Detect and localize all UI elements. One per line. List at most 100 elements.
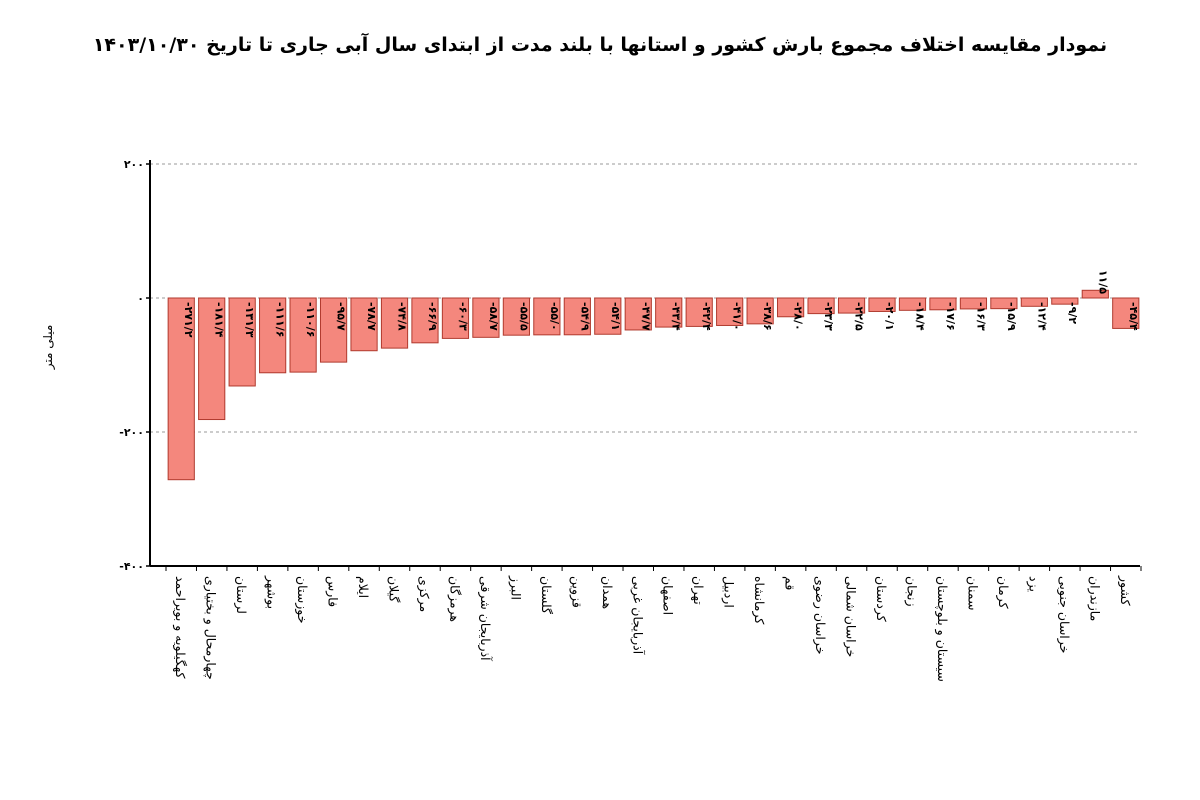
- category-label: چهارمحال و بختیاری: [203, 576, 219, 680]
- category-label: همدان: [600, 576, 615, 609]
- x-ticks: [165, 566, 1142, 571]
- bar: [380, 297, 409, 349]
- category-label: کردستان: [873, 576, 889, 622]
- value-label: -۲۰/۱: [883, 302, 896, 331]
- bar: [228, 297, 256, 387]
- y-ticks: ۲۰۰ ۰ -۲۰۰ -۴۰۰: [119, 158, 150, 573]
- category-label: خراسان رضوی: [812, 576, 828, 654]
- value-label: -۴۷/۷: [639, 302, 652, 331]
- category-label: سیستان و بلوچستان: [934, 576, 950, 682]
- value-label: -۱۵/۹: [1005, 302, 1018, 331]
- category-label: البرز: [507, 575, 523, 600]
- value-label: -۹/۲: [1066, 302, 1079, 324]
- category-label: مازندران: [1086, 576, 1102, 621]
- category-label: یزد: [1025, 576, 1041, 592]
- bar: [1112, 297, 1140, 329]
- bar: [441, 297, 470, 339]
- y-tick-label: ۲۰۰: [124, 158, 144, 171]
- category-label: کشور: [1117, 575, 1133, 606]
- category-label: گلستان: [539, 576, 554, 614]
- value-label: -۵۸/۷: [487, 302, 500, 331]
- value-label: -۵۵/۰: [548, 302, 561, 331]
- bar: [350, 297, 378, 352]
- category-label: خراسان شمالی: [843, 576, 859, 657]
- bar: [898, 297, 927, 311]
- bar: [319, 297, 348, 363]
- value-label: -۱۱۰/۶: [304, 302, 317, 337]
- value-label: -۵۵/۵: [517, 302, 530, 331]
- bar: [472, 297, 500, 338]
- bar: [716, 297, 744, 326]
- value-label: -۴۱/۰: [731, 302, 744, 331]
- bar: [289, 297, 317, 373]
- value-labels: -۲۷۱/۲ -۱۸۱/۴ -۱۳۱/۳ -۱۱۱/۶ -۱۱۰/۶ -۹۵/۷ -۷۸/۷…: [182, 270, 1140, 338]
- bar: [746, 297, 774, 325]
- chart-title: نمودار مقایسه اختلاف مجموع بارش کشور و ا…: [92, 34, 1108, 56]
- category-label: اردبیل: [721, 576, 737, 608]
- bar: [1081, 289, 1109, 299]
- value-label: -۱۳۱/۳: [243, 302, 256, 338]
- category-label: مرکزی: [416, 576, 432, 612]
- bar: [411, 297, 439, 344]
- value-label: -۷۸/۷: [365, 302, 378, 331]
- value-label: -۶۰/۳: [456, 302, 469, 331]
- value-label: -۲۲/۵: [853, 302, 866, 331]
- value-label: -۴۲/۴: [700, 302, 713, 331]
- value-label: -۱۸۱/۴: [213, 302, 226, 338]
- bar: [868, 297, 896, 312]
- value-label: -۹۵/۷: [335, 302, 348, 331]
- y-tick-label: -۲۰۰: [119, 426, 144, 439]
- value-label: -۴۳/۴: [670, 302, 683, 331]
- bar: [990, 297, 1018, 310]
- category-label: کهگیلویه و بویراحمد: [172, 576, 188, 678]
- category-label: گیلان: [387, 576, 402, 602]
- bar: [777, 297, 805, 318]
- category-label: قزوین: [568, 576, 584, 608]
- bar: [259, 297, 287, 374]
- bar: [502, 297, 530, 336]
- category-label: کرمان: [995, 576, 1011, 609]
- bar: [959, 297, 988, 310]
- bar: [837, 297, 866, 314]
- category-label: هرمزگان: [446, 576, 462, 622]
- category-label: خراسان جنوبی: [1056, 576, 1072, 653]
- category-label: بوشهر: [264, 575, 280, 609]
- value-label: -۲۷۱/۲: [182, 302, 195, 338]
- category-label: قم: [782, 576, 798, 590]
- category-label: آذربایجان غربی: [629, 576, 645, 655]
- category-label: زنجان: [903, 576, 919, 607]
- value-label: -۱۲/۴: [1035, 302, 1048, 331]
- category-label: لرستان: [233, 576, 249, 614]
- value-label: -۴۵/۴: [1127, 302, 1140, 331]
- value-label: -۵۴/۹: [578, 302, 591, 331]
- category-label: خوزستان: [294, 576, 310, 623]
- category-label: سمنان: [965, 576, 980, 610]
- value-label: -۱۸/۴: [913, 302, 926, 331]
- bar: [198, 297, 226, 421]
- bar: [1051, 297, 1079, 305]
- y-tick-label: ۰: [137, 292, 144, 305]
- category-label: تهران: [690, 576, 706, 605]
- bar: [929, 297, 957, 311]
- value-label: -۲۸/۰: [792, 302, 805, 331]
- axes: [149, 160, 1140, 567]
- value-label: -۲۳/۳: [822, 302, 835, 331]
- category-label: ایلام: [356, 576, 371, 598]
- value-label: -۱۶/۳: [974, 302, 987, 331]
- bars: [167, 289, 1140, 481]
- bar: [167, 297, 195, 481]
- bar: [594, 297, 622, 335]
- category-labels: کهگیلویه و بویراحمد چهارمحال و بختیاری لرس…: [172, 575, 1133, 682]
- category-label: آذربایجان شرقی: [477, 576, 493, 661]
- value-label: -۳۸/۶: [761, 302, 774, 331]
- value-label: -۷۴/۸: [396, 302, 409, 331]
- bar: [807, 297, 835, 315]
- value-label: -۱۷/۶: [944, 302, 957, 331]
- category-label: فارس: [325, 576, 341, 607]
- value-label: ۱۱/۵: [1096, 270, 1109, 294]
- y-tick-label: -۴۰۰: [119, 560, 144, 573]
- bar: [563, 297, 591, 336]
- category-label: اصفهان: [660, 576, 676, 615]
- bar: [655, 297, 683, 328]
